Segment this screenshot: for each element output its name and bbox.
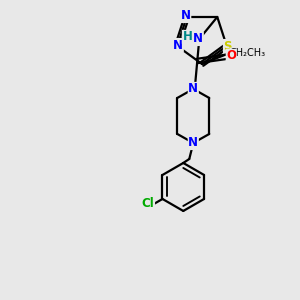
Text: N: N xyxy=(188,82,198,95)
Text: O: O xyxy=(226,50,236,62)
Text: N: N xyxy=(173,38,183,52)
Text: Cl: Cl xyxy=(142,197,154,211)
Text: N: N xyxy=(188,136,198,149)
Text: N: N xyxy=(193,32,203,46)
Text: N: N xyxy=(181,10,191,22)
Text: H: H xyxy=(182,31,192,44)
Text: S: S xyxy=(224,40,232,52)
Text: CH₂CH₃: CH₂CH₃ xyxy=(230,48,266,58)
